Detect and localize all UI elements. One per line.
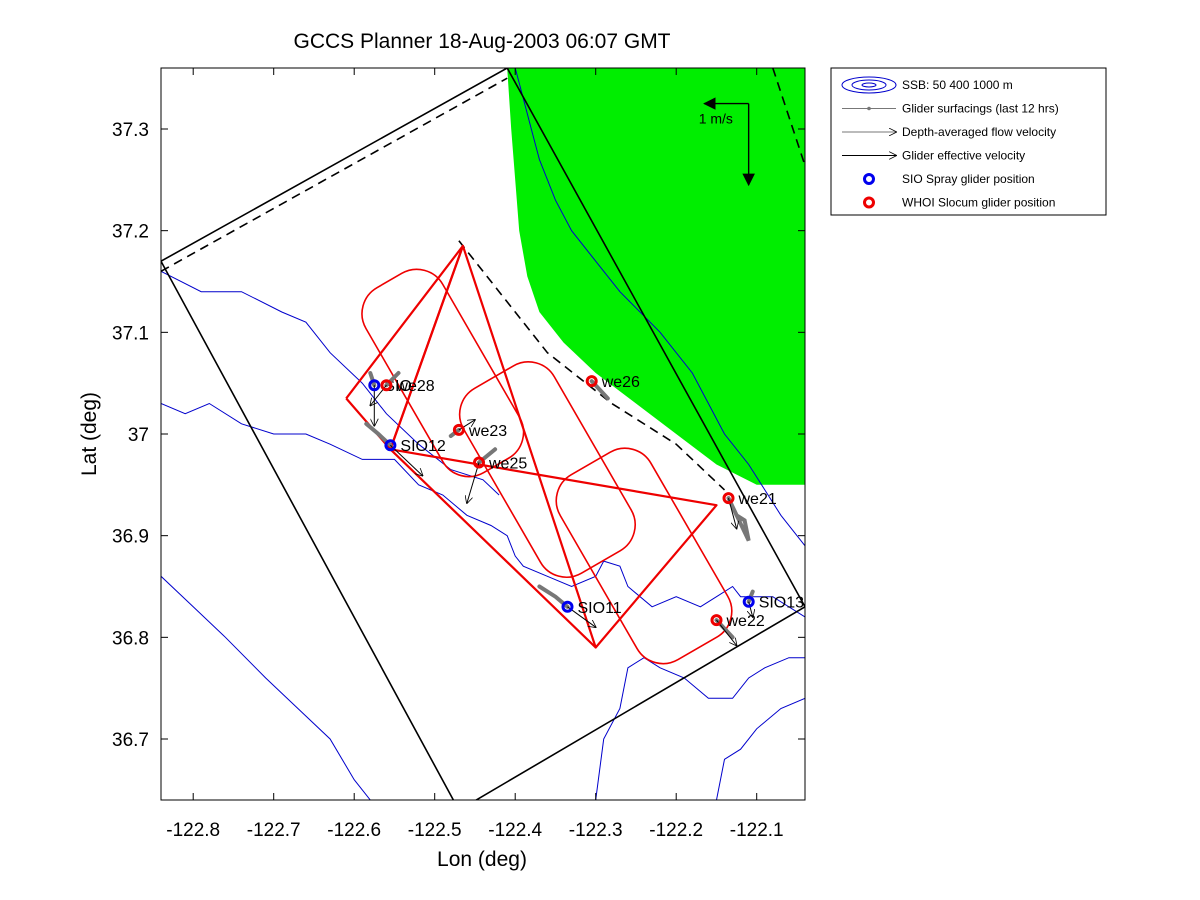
- isobath-line: [161, 575, 371, 800]
- y-tick-label: 36.7: [112, 730, 149, 751]
- x-tick-label: -122.1: [730, 820, 784, 841]
- legend-entry: Depth-averaged flow velocity: [842, 125, 1056, 139]
- glider-we22: we22: [710, 613, 765, 645]
- velocity-scale: 1 m/s: [699, 97, 755, 187]
- glider-surfacing-trail: [368, 371, 377, 388]
- glider-velocity-vector: [390, 444, 422, 476]
- glider-label: SIO13: [759, 595, 804, 612]
- glider-sio13: SIO13: [742, 589, 804, 617]
- legend-entry: SSB: 50 400 1000 m: [841, 76, 1013, 94]
- glider-surfacing-trail: [384, 371, 401, 388]
- x-tick-label: -122.3: [569, 820, 623, 841]
- glider-label: we25: [488, 456, 527, 473]
- glider-label: SIO12: [400, 438, 445, 455]
- x-tick-label: -122.4: [488, 820, 542, 841]
- y-tick-label: 37: [128, 425, 149, 446]
- glider-surfacing-trail: [726, 496, 751, 542]
- glider-label: SIO11: [578, 600, 622, 617]
- glider-position-marker: [368, 379, 381, 392]
- glider-sio12: SIO12: [364, 421, 446, 476]
- legend-label: Glider surfacings (last 12 hrs): [902, 102, 1059, 116]
- legend-ellipse-mid: [851, 79, 887, 91]
- glider-position-marker: [742, 595, 755, 608]
- x-tick-label: -122.8: [166, 820, 220, 841]
- track-loop: [458, 361, 636, 578]
- legend-ellipse-outer: [841, 76, 897, 94]
- x-tick-label: -122.6: [327, 820, 381, 841]
- legend: SSB: 50 400 1000 m Glider surfacings (las…: [830, 67, 1107, 216]
- glider-we23: we23: [448, 420, 507, 440]
- domain-layer: [161, 68, 805, 800]
- y-axis-label: Lat (deg): [78, 392, 101, 476]
- glider-label: we28: [395, 378, 434, 395]
- x-tick-label: -122.2: [649, 820, 703, 841]
- isobath-line: [161, 270, 500, 496]
- glider-position-marker: [452, 423, 465, 436]
- legend-entry: SIO Spray glider position: [863, 172, 1035, 186]
- isobath-line: [514, 68, 805, 547]
- glider-position-marker: [380, 379, 393, 392]
- glider-sio11: SIO11: [537, 584, 622, 628]
- glider-label: we21: [738, 491, 777, 508]
- planned-track: [389, 448, 597, 649]
- track-loop: [361, 268, 525, 478]
- dashed-boundary: [458, 240, 726, 491]
- track-layer: [345, 244, 733, 665]
- x-axis-ticks: -122.8 -122.7 -122.6 -122.5 -122.4 -122.3 -122…: [166, 68, 784, 841]
- glider-we28: we28: [370, 371, 435, 406]
- isobath-line: [716, 697, 805, 800]
- glider-we26: we26: [585, 374, 640, 401]
- legend-surfacing-dot: [867, 106, 871, 111]
- glider-position-marker: [710, 614, 723, 627]
- isobath-line: [595, 657, 805, 800]
- legend-label: Glider effective velocity: [902, 149, 1025, 163]
- isobath-line: [161, 402, 805, 618]
- chart-title: GCCS Planner 18-Aug-2003 06:07 GMT: [293, 30, 670, 53]
- glider-velocity-vector: [467, 462, 480, 504]
- glider-position-marker: [585, 375, 598, 388]
- dashed-boundary: [161, 77, 508, 272]
- legend-entry: WHOI Slocum glider position: [863, 196, 1055, 210]
- glider-position-marker: [561, 600, 574, 613]
- scale-label: 1 m/s: [699, 111, 733, 127]
- glider-we21: we21: [722, 491, 777, 542]
- land-layer: [507, 68, 805, 485]
- legend-label: SSB: 50 400 1000 m: [902, 78, 1013, 92]
- y-tick-label: 37.2: [112, 222, 149, 243]
- legend-ellipse-inner: [861, 82, 877, 88]
- legend-entry: Glider surfacings (last 12 hrs): [842, 102, 1059, 116]
- y-tick-label: 36.8: [112, 628, 149, 649]
- planned-track: [345, 244, 464, 451]
- y-tick-label: 37.1: [112, 323, 149, 344]
- track-loop: [555, 447, 733, 665]
- glider-velocity-vector: [749, 601, 753, 617]
- legend-label: WHOI Slocum glider position: [902, 196, 1055, 210]
- glider-position-marker: [722, 492, 735, 505]
- y-axis-ticks: 36.7 36.8 36.9 37 37.1 37.2 37.3: [112, 120, 805, 751]
- domain-box: [161, 68, 805, 800]
- land-polygon: [507, 68, 805, 485]
- legend-label: Depth-averaged flow velocity: [902, 125, 1056, 139]
- x-axis-label: Lon (deg): [437, 848, 527, 871]
- legend-entry: Glider effective velocity: [842, 149, 1025, 163]
- glider-label: we23: [468, 423, 507, 440]
- glider-position-marker: [384, 439, 397, 452]
- y-tick-label: 37.3: [112, 120, 149, 141]
- x-tick-label: -122.5: [408, 820, 462, 841]
- glider-label: we22: [726, 613, 765, 630]
- legend-label: SIO Spray glider position: [902, 172, 1035, 186]
- y-tick-label: 36.9: [112, 527, 149, 548]
- glider-position-marker: [473, 456, 485, 469]
- legend-slocum-marker: [863, 196, 875, 209]
- glider-we25: we25: [467, 447, 527, 504]
- dashed-boundary: [772, 68, 805, 169]
- legend-spray-marker: [863, 173, 875, 185]
- glider-label: we26: [601, 374, 640, 391]
- x-tick-label: -122.7: [247, 820, 301, 841]
